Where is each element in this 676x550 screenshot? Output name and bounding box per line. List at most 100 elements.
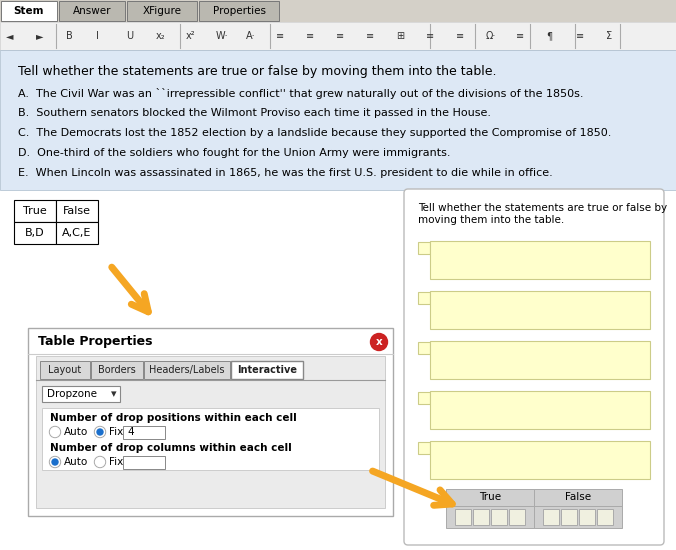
Text: Tell whether the statements are true or false by
moving them into the table.: Tell whether the statements are true or … [418,203,667,224]
Text: XFigure: XFigure [143,6,181,15]
Bar [430,291,650,329]
Bar [0,0,676,22]
Bar [0,50,676,190]
Bar [199,1,279,21]
Bar [123,456,165,469]
Bar [40,361,90,379]
Text: B: B [66,31,73,41]
Bar [473,509,489,525]
Bar [56,200,98,222]
Text: Layout: Layout [49,365,82,375]
Bar [418,342,430,354]
Bar [561,509,577,525]
Circle shape [97,429,103,435]
Bar [430,341,650,379]
Bar [597,509,613,525]
Text: ≡: ≡ [426,31,434,41]
Bar [430,391,650,429]
Text: ◄: ◄ [6,31,14,41]
Bar [36,356,385,508]
Text: ≡: ≡ [336,31,344,41]
Text: ≡: ≡ [276,31,284,41]
Text: ≡: ≡ [306,31,314,41]
Text: ≡: ≡ [516,31,524,41]
Bar [59,1,125,21]
Circle shape [95,427,105,437]
Text: Borders: Borders [98,365,136,375]
Text: Dropzone: Dropzone [47,389,97,399]
Circle shape [51,458,59,466]
Text: ≡: ≡ [576,31,584,41]
Text: Auto: Auto [64,427,89,437]
Circle shape [95,426,105,437]
Text: Fixed: Fixed [109,457,136,467]
Bar [446,506,534,528]
Bar [446,489,534,506]
Bar [127,1,197,21]
Bar [534,489,622,506]
Bar [56,222,98,244]
Circle shape [49,426,60,437]
Circle shape [95,456,105,468]
Bar [579,509,595,525]
Bar [491,509,507,525]
Circle shape [370,333,387,350]
Text: ¶: ¶ [546,31,552,41]
Text: Answer: Answer [73,6,112,15]
Bar [534,506,622,528]
Text: B,D: B,D [25,228,45,238]
Circle shape [51,427,59,437]
Bar [91,361,143,379]
Text: ⊞: ⊞ [396,31,404,41]
Text: False: False [565,492,591,503]
Text: A,C,E: A,C,E [62,228,92,238]
Text: Number of drop positions within each cell: Number of drop positions within each cel… [50,413,297,423]
Text: ≡: ≡ [366,31,374,41]
Text: Interactive: Interactive [237,365,297,375]
Text: Auto: Auto [64,457,89,467]
Text: Properties: Properties [212,6,266,15]
Bar [42,408,379,470]
Bar [123,426,165,439]
Bar [1,1,57,21]
Bar [231,361,303,379]
Bar [418,442,430,454]
Text: Stem: Stem [14,6,44,15]
Bar [430,241,650,279]
Bar [14,200,56,222]
Text: C.  The Democrats lost the 1852 election by a landslide because they supported t: C. The Democrats lost the 1852 election … [18,128,611,138]
Text: True: True [479,492,501,503]
Text: x: x [376,337,383,347]
Text: E.  When Lincoln was assassinated in 1865, he was the first U.S. president to di: E. When Lincoln was assassinated in 1865… [18,168,553,178]
Bar [455,509,471,525]
Bar [430,441,650,479]
Text: W·: W· [216,31,228,41]
Bar [418,292,430,304]
Text: False: False [63,206,91,216]
Text: ►: ► [36,31,43,41]
Bar [28,328,393,516]
Bar [42,386,120,402]
Text: Table Properties: Table Properties [38,336,153,349]
Bar [418,242,430,254]
Bar [509,509,525,525]
Text: Tell whether the statements are true or false by moving them into the table.: Tell whether the statements are true or … [18,65,496,78]
Text: Ω·: Ω· [486,31,496,41]
Text: 4: 4 [127,427,134,437]
FancyBboxPatch shape [404,189,664,545]
Circle shape [95,458,105,466]
Text: ▾: ▾ [111,389,117,399]
Text: Number of drop columns within each cell: Number of drop columns within each cell [50,443,292,453]
Text: A·: A· [246,31,256,41]
Bar [14,222,56,244]
Circle shape [49,456,60,468]
Text: Headers/Labels: Headers/Labels [149,365,224,375]
Text: I: I [96,31,99,41]
Text: True: True [23,206,47,216]
Text: Fixed: Fixed [109,427,136,437]
Bar [543,509,559,525]
Bar [418,392,430,404]
Text: x₂: x₂ [156,31,166,41]
Text: x²: x² [186,31,195,41]
Text: D.  One-third of the soldiers who fought for the Union Army were immigrants.: D. One-third of the soldiers who fought … [18,148,450,158]
